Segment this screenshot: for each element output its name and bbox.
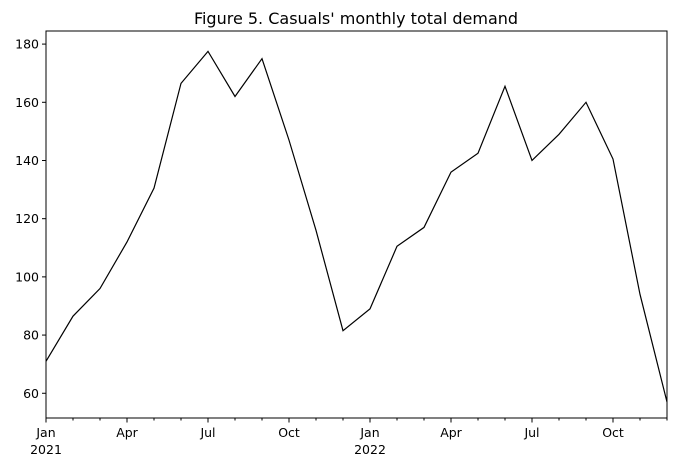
x-tick-label: Jan <box>359 425 379 440</box>
series-line-0 <box>45 50 668 403</box>
y-tick-label: 160 <box>15 95 39 110</box>
x-tick-label: Oct <box>278 425 300 440</box>
x-tick-label: Jul <box>199 425 215 440</box>
y-tick-label: 100 <box>15 269 39 284</box>
series-layer <box>45 50 668 403</box>
x-tick-label: Apr <box>440 425 462 440</box>
x-tick-label: Apr <box>116 425 138 440</box>
y-tick-label: 120 <box>15 211 39 226</box>
ticks-layer: 60 80 100 120 140 160 180 Jan 2021 Apr Jul Oct Jan 20… <box>15 37 668 457</box>
x-tick-label: Jul <box>523 425 539 440</box>
y-tick-label: 60 <box>23 386 39 401</box>
x-tick-year-label: 2021 <box>30 442 62 457</box>
plot-frame <box>45 30 668 419</box>
x-tick-year-label: 2022 <box>354 442 386 457</box>
chart-title: Figure 5. Casuals' monthly total demand <box>194 9 518 28</box>
x-tick-label: Jan <box>35 425 55 440</box>
x-tick-label: Oct <box>602 425 624 440</box>
y-tick-label: 180 <box>15 37 39 52</box>
y-tick-label: 140 <box>15 153 39 168</box>
y-tick-label: 80 <box>23 328 39 343</box>
